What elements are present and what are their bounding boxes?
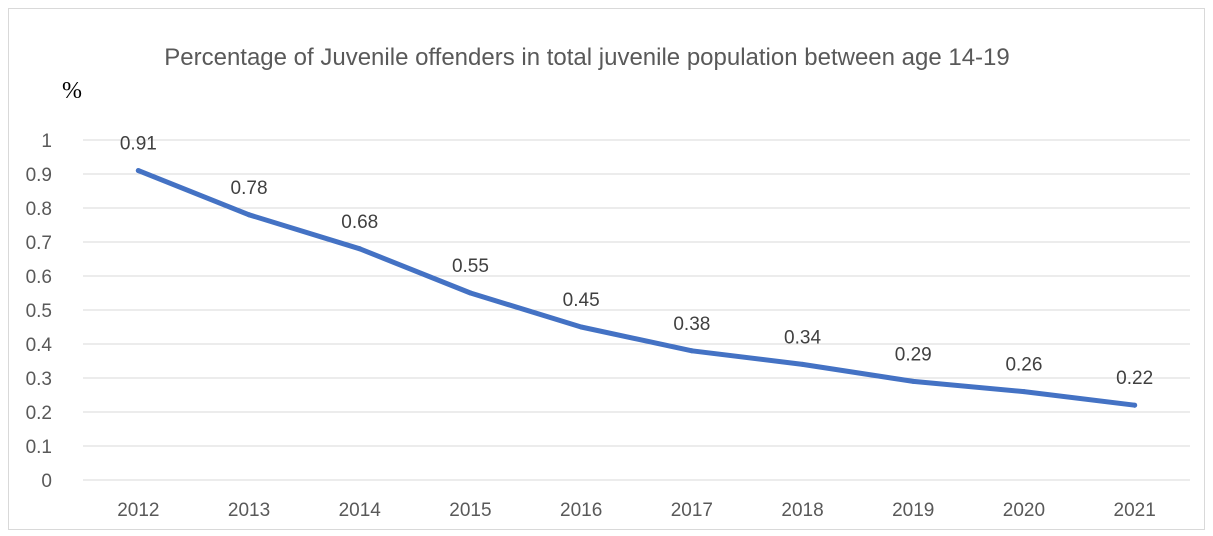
- series-line: [135, 168, 1138, 408]
- x-tick-label: 2014: [339, 500, 382, 521]
- x-axis-ticks: 2012 2013 2014 2015 2016 2017 2018 2019 2020 2021: [117, 500, 1156, 521]
- x-tick-label: 2016: [560, 500, 602, 521]
- data-label: 0.91: [120, 134, 157, 155]
- data-point: [467, 290, 473, 296]
- y-tick-label: 0.1: [26, 437, 52, 458]
- y-tick-label: 0.9: [26, 165, 52, 186]
- x-tick-label: 2020: [1003, 500, 1045, 521]
- data-point: [1132, 402, 1138, 408]
- data-point: [135, 168, 141, 174]
- x-tick-label: 2013: [228, 500, 270, 521]
- data-label: 0.68: [341, 212, 378, 233]
- y-tick-label: 0.7: [26, 233, 52, 254]
- data-label: 0.34: [784, 327, 821, 348]
- data-point: [910, 378, 916, 384]
- data-labels: 0.91 0.78 0.68 0.55 0.45 0.38 0.34 0.29 0.26 0.22: [120, 134, 1153, 390]
- chart-title: Percentage of Juvenile offenders in tota…: [164, 44, 1010, 71]
- data-point: [357, 246, 363, 252]
- chart-frame: [8, 8, 1205, 530]
- data-label: 0.45: [563, 290, 600, 311]
- x-tick-label: 2021: [1114, 500, 1156, 521]
- y-tick-label: 0.8: [26, 199, 52, 220]
- x-tick-label: 2015: [449, 500, 491, 521]
- gridlines: [83, 139, 1190, 481]
- data-label: 0.26: [1005, 355, 1042, 376]
- data-label: 0.55: [452, 256, 489, 277]
- y-tick-label: 0.6: [26, 267, 52, 288]
- x-tick-label: 2017: [671, 500, 713, 521]
- data-point: [1021, 389, 1027, 395]
- y-axis-ticks: 0 0.1 0.2 0.3 0.4 0.5 0.6 0.7 0.8 0.9 1: [26, 131, 53, 492]
- y-tick-label: 0: [41, 471, 52, 492]
- x-tick-label: 2019: [892, 500, 934, 521]
- y-tick-label: 0.5: [26, 301, 52, 322]
- data-label: 0.38: [673, 314, 710, 335]
- data-label: 0.22: [1116, 368, 1153, 389]
- y-axis-unit-label: %: [62, 78, 82, 104]
- data-point: [689, 348, 695, 354]
- y-tick-label: 1: [41, 131, 52, 152]
- data-point: [578, 324, 584, 330]
- data-label: 0.29: [895, 344, 932, 365]
- data-points: [135, 168, 1138, 408]
- data-label: 0.78: [231, 178, 268, 199]
- y-tick-label: 0.3: [26, 369, 52, 390]
- y-tick-label: 0.2: [26, 403, 52, 424]
- y-tick-label: 0.4: [26, 335, 53, 356]
- data-point: [246, 212, 252, 218]
- x-tick-label: 2012: [117, 500, 159, 521]
- data-point: [800, 361, 806, 367]
- series-line-group: [135, 168, 1138, 408]
- x-tick-label: 2018: [781, 500, 823, 521]
